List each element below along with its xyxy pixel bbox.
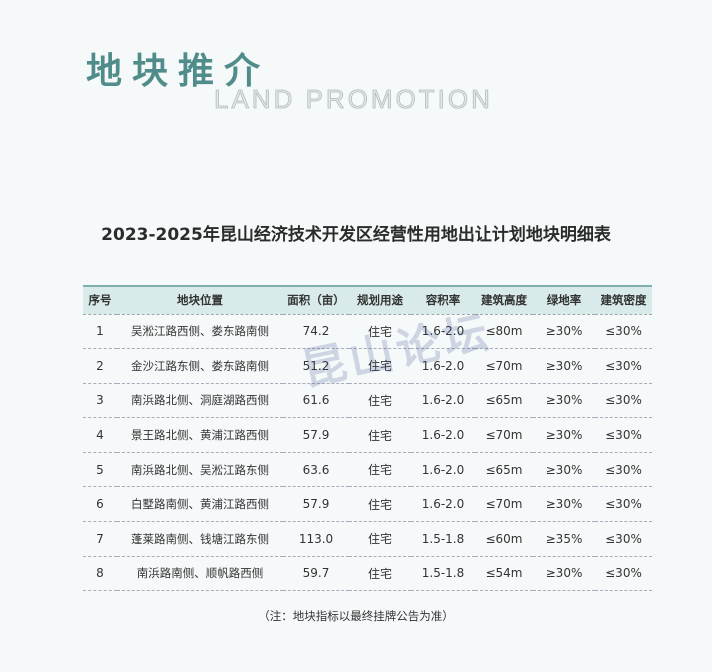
column-header: 建筑密度 bbox=[595, 285, 652, 315]
section-title: 地块推介 bbox=[86, 51, 271, 92]
land-table: 序号 地块位置 面积（亩） 规划用途 容积率 建筑高度 绿地率 建筑密度 1 吴淞江路西侧、娄东… bbox=[83, 285, 652, 592]
table-cell: ≥30% bbox=[533, 383, 595, 419]
table-cell: 金沙江路东侧、娄东路南侧 bbox=[117, 348, 283, 384]
table-cell: 2 bbox=[83, 348, 117, 384]
table-cell: 景王路北侧、黄浦江路西侧 bbox=[117, 417, 283, 453]
table-cell: ≤54m bbox=[475, 556, 533, 592]
table-cell: 住宅 bbox=[349, 383, 411, 419]
table-cell: ≤70m bbox=[475, 486, 533, 523]
table-cell: 74.2 bbox=[283, 314, 349, 350]
table-cell: ≥30% bbox=[533, 452, 595, 488]
table-cell: 8 bbox=[83, 556, 117, 592]
table-cell: ≥30% bbox=[533, 556, 595, 592]
column-header: 序号 bbox=[83, 285, 117, 315]
table-row: 2 金沙江路东侧、娄东路南侧 51.2 住宅 1.6-2.0 ≤70m ≥30% ≤30% bbox=[83, 348, 652, 384]
table-cell: ≤30% bbox=[595, 417, 652, 453]
table-row: 8 南浜路南侧、顺帆路西侧 59.7 住宅 1.5-1.8 ≤54m ≥30% ≤30% bbox=[83, 556, 652, 592]
column-header: 绿地率 bbox=[533, 285, 595, 315]
table-title: 2023-2025年昆山经济技术开发区经营性用地出让计划地块明细表 bbox=[101, 225, 611, 245]
table-note: （注：地块指标以最终挂牌公告为准） bbox=[258, 609, 454, 623]
table-cell: 1.5-1.8 bbox=[411, 521, 475, 557]
table-row: 7 蓬莱路南侧、钱塘江路东侧 113.0 住宅 1.5-1.8 ≤60m ≥35% ≤30% bbox=[83, 521, 652, 557]
table-cell: ≤30% bbox=[595, 486, 652, 523]
table-cell: 住宅 bbox=[349, 348, 411, 384]
table-cell: 蓬莱路南侧、钱塘江路东侧 bbox=[117, 521, 283, 557]
table-cell: 1.6-2.0 bbox=[411, 348, 475, 384]
table-cell: 住宅 bbox=[349, 314, 411, 350]
table-cell: 6 bbox=[83, 486, 117, 523]
column-header: 建筑高度 bbox=[475, 285, 533, 315]
table-cell: 57.9 bbox=[283, 486, 349, 523]
table-header-row: 序号 地块位置 面积（亩） 规划用途 容积率 建筑高度 绿地率 建筑密度 bbox=[83, 285, 652, 315]
section-subtitle: LAND PROMOTION bbox=[214, 84, 493, 115]
table-cell: 1.6-2.0 bbox=[411, 314, 475, 350]
column-header: 容积率 bbox=[411, 285, 475, 315]
table-cell: ≥30% bbox=[533, 314, 595, 350]
table-cell: ≤65m bbox=[475, 452, 533, 488]
table-cell: ≤30% bbox=[595, 452, 652, 488]
table-cell: ≤70m bbox=[475, 417, 533, 453]
table-cell: 5 bbox=[83, 452, 117, 488]
table-cell: 57.9 bbox=[283, 417, 349, 453]
table-cell: 7 bbox=[83, 521, 117, 557]
table-cell: 1.6-2.0 bbox=[411, 383, 475, 419]
table-cell: ≤30% bbox=[595, 556, 652, 592]
table-row: 3 南浜路北侧、洞庭湖路西侧 61.6 住宅 1.6-2.0 ≤65m ≥30% ≤30% bbox=[83, 383, 652, 419]
table-cell: 1.6-2.0 bbox=[411, 486, 475, 523]
table-row: 4 景王路北侧、黄浦江路西侧 57.9 住宅 1.6-2.0 ≤70m ≥30% ≤30% bbox=[83, 417, 652, 453]
table-cell: 住宅 bbox=[349, 417, 411, 453]
table-cell: 住宅 bbox=[349, 556, 411, 592]
table-cell: ≤80m bbox=[475, 314, 533, 350]
table-cell: ≤30% bbox=[595, 521, 652, 557]
table-cell: 1.6-2.0 bbox=[411, 452, 475, 488]
table-cell: ≤60m bbox=[475, 521, 533, 557]
column-header: 地块位置 bbox=[117, 285, 283, 315]
table-cell: ≥30% bbox=[533, 486, 595, 523]
table-cell: ≥30% bbox=[533, 417, 595, 453]
table-cell: ≤30% bbox=[595, 314, 652, 350]
table-row: 6 白墅路南侧、黄浦江路西侧 57.9 住宅 1.6-2.0 ≤70m ≥30% ≤30% bbox=[83, 486, 652, 523]
table-cell: 白墅路南侧、黄浦江路西侧 bbox=[117, 486, 283, 523]
table-cell: 4 bbox=[83, 417, 117, 453]
table-cell: ≥35% bbox=[533, 521, 595, 557]
table-cell: 1.6-2.0 bbox=[411, 417, 475, 453]
column-header: 规划用途 bbox=[349, 285, 411, 315]
table-cell: ≤30% bbox=[595, 348, 652, 384]
table-cell: ≤70m bbox=[475, 348, 533, 384]
table-cell: 63.6 bbox=[283, 452, 349, 488]
table-cell: 南浜路北侧、吴淞江路东侧 bbox=[117, 452, 283, 488]
table-cell: ≤65m bbox=[475, 383, 533, 419]
table-cell: ≤30% bbox=[595, 383, 652, 419]
column-header: 面积（亩） bbox=[283, 285, 349, 315]
table-cell: 住宅 bbox=[349, 486, 411, 523]
table-cell: 3 bbox=[83, 383, 117, 419]
table-cell: 59.7 bbox=[283, 556, 349, 592]
table-cell: 南浜路南侧、顺帆路西侧 bbox=[117, 556, 283, 592]
table-cell: ≥30% bbox=[533, 348, 595, 384]
table-row: 5 南浜路北侧、吴淞江路东侧 63.6 住宅 1.6-2.0 ≤65m ≥30% ≤30% bbox=[83, 452, 652, 488]
table-cell: 住宅 bbox=[349, 521, 411, 557]
table-cell: 住宅 bbox=[349, 452, 411, 488]
table-cell: 吴淞江路西侧、娄东路南侧 bbox=[117, 314, 283, 350]
table-cell: 51.2 bbox=[283, 348, 349, 384]
table-cell: 113.0 bbox=[283, 521, 349, 557]
table-row: 1 吴淞江路西侧、娄东路南侧 74.2 住宅 1.6-2.0 ≤80m ≥30% ≤30% bbox=[83, 314, 652, 350]
table-cell: 南浜路北侧、洞庭湖路西侧 bbox=[117, 383, 283, 419]
table-cell: 61.6 bbox=[283, 383, 349, 419]
table-cell: 1.5-1.8 bbox=[411, 556, 475, 592]
table-cell: 1 bbox=[83, 314, 117, 350]
